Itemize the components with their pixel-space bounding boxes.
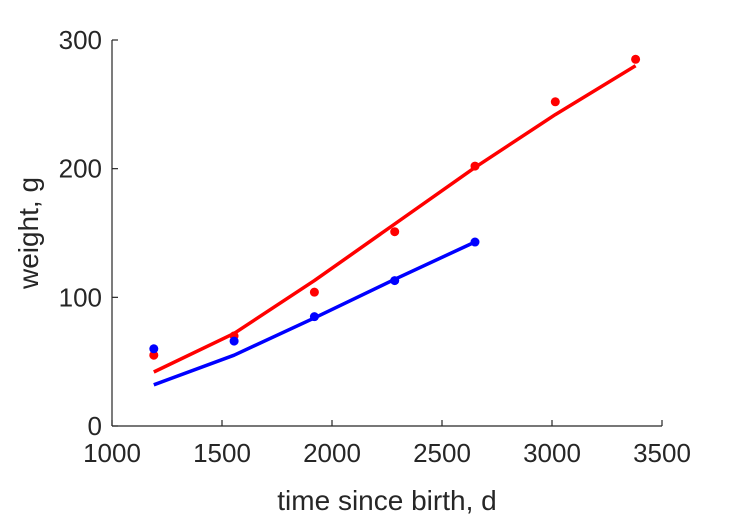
- x-axis-label: time since birth, d: [277, 485, 496, 516]
- y-ticks: 0 100 200 300: [59, 25, 118, 441]
- y-tick-label: 300: [59, 25, 102, 55]
- x-tick-label: 1500: [193, 438, 251, 468]
- x-tick-label: 3500: [633, 438, 691, 468]
- data-point-series-1: [309, 287, 319, 297]
- y-tick-label: 100: [59, 282, 102, 312]
- data-point-series-2: [470, 237, 480, 247]
- data-point-series-2: [390, 276, 400, 286]
- fit-line-series-1: [153, 64, 637, 374]
- data-point-series-2: [229, 336, 239, 346]
- data-point-series-2: [149, 344, 159, 354]
- x-tick-label: 2000: [303, 438, 361, 468]
- data-point-series-1: [631, 54, 641, 64]
- plot-marks: [149, 54, 641, 387]
- x-ticks: 1000 1500 2000 2500 3000 3500: [83, 420, 691, 468]
- data-point-series-1: [390, 227, 400, 237]
- data-point-series-1: [470, 161, 480, 171]
- x-tick-label: 1000: [83, 438, 141, 468]
- x-tick-label: 3000: [523, 438, 581, 468]
- y-axis-label: weight, g: [13, 177, 44, 290]
- x-tick-label: 2500: [413, 438, 471, 468]
- y-tick-label: 0: [88, 411, 102, 441]
- data-point-series-1: [149, 350, 159, 360]
- data-point-series-1: [550, 97, 560, 107]
- y-tick-label: 200: [59, 154, 102, 184]
- data-point-series-2: [309, 312, 319, 322]
